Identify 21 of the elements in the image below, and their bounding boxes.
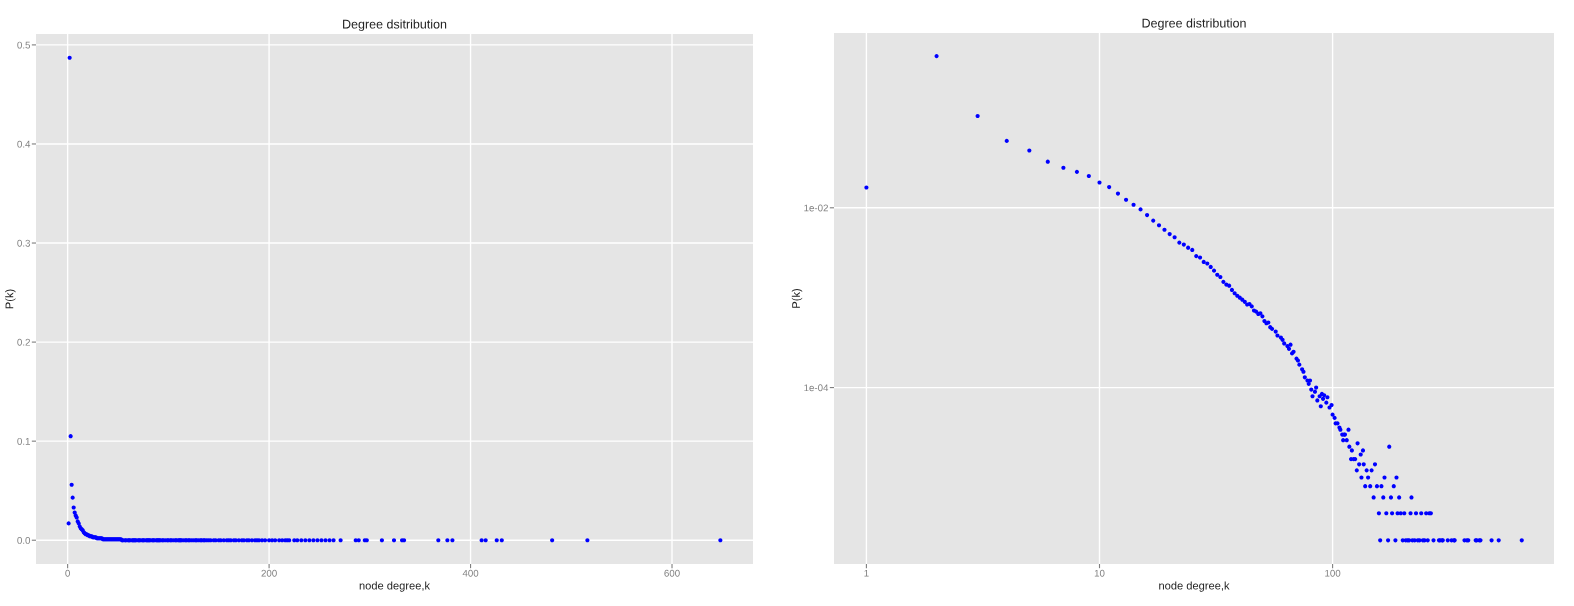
x-axis-title: node degree,k <box>1159 581 1230 592</box>
x-tick-label: 100 <box>1325 569 1341 577</box>
y-tick-label: 0.2 <box>17 338 30 346</box>
x-tick-label: 1 <box>864 569 869 577</box>
y-axis-title: P(k) <box>791 289 803 308</box>
x-tick-label: 10 <box>1094 569 1105 577</box>
chart-title: Degree distribution <box>1142 18 1246 31</box>
y-axis-title: P(k) <box>5 289 16 309</box>
y-tick-label: 0.1 <box>17 437 30 445</box>
y-tick-label: 0.3 <box>17 239 31 247</box>
x-axis-title: node degree,k <box>359 581 431 592</box>
chart-title: Degree dsitribution <box>343 19 447 32</box>
y-tick-label: 0.0 <box>17 536 31 544</box>
y-tick-label: 0.4 <box>17 140 31 148</box>
y-tick-label: 1e-04 <box>804 384 829 392</box>
y-tick-label: 1e-02 <box>804 204 828 212</box>
x-tick-label: 400 <box>462 569 479 577</box>
x-tick-label: 200 <box>261 569 277 577</box>
x-tick-label: 0 <box>65 569 70 577</box>
y-tick-label: 0.5 <box>17 41 31 49</box>
x-tick-label: 600 <box>664 569 680 577</box>
